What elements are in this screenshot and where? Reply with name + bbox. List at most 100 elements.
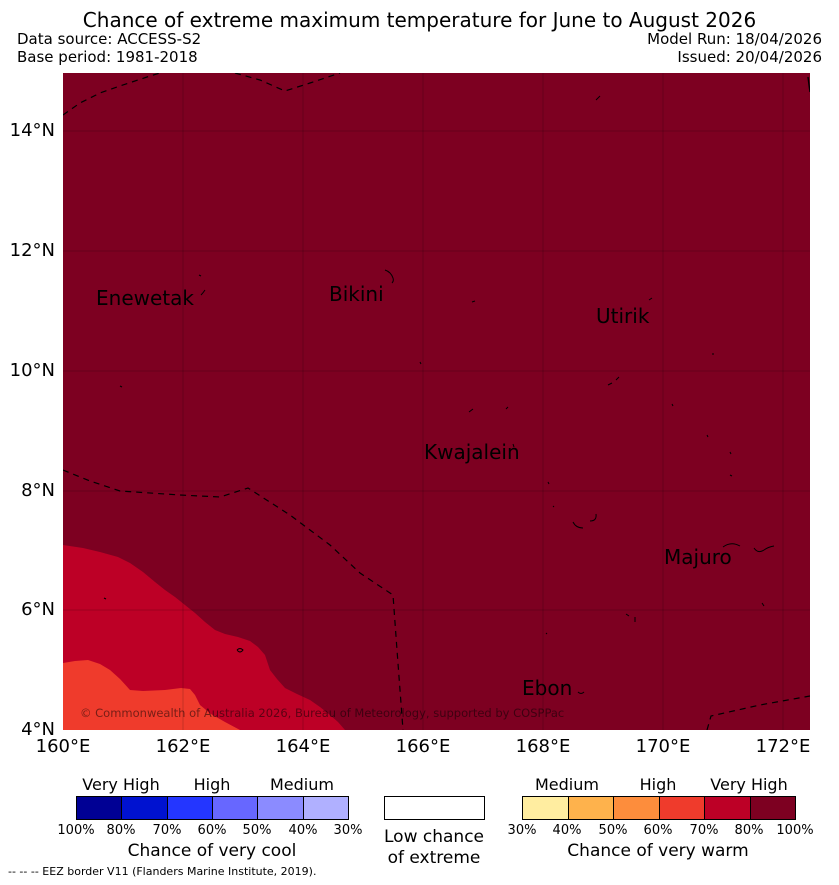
cool-tick-label: 80% [106, 823, 136, 838]
issued-date-label: Issued: 20/04/2026 [677, 48, 822, 66]
copyright-notice: © Commonwealth of Australia 2026, Bureau… [80, 706, 564, 720]
island-outline [572, 513, 597, 529]
eez-border-line [706, 695, 810, 730]
island-outline [512, 443, 515, 448]
cool-category-very-high: Very High [82, 775, 160, 794]
lat-tick-label: 12°N [9, 240, 55, 261]
warm-category-high: High [639, 775, 677, 794]
cool-tick-label: 70% [152, 823, 182, 838]
neutral-swatch [384, 796, 485, 820]
island-outline [471, 300, 476, 303]
cool-tick-label: 100% [57, 823, 95, 838]
warm-tick-label: 40% [552, 823, 582, 838]
island-outline [595, 95, 601, 101]
cool-legend-title: Chance of very cool [127, 841, 297, 861]
warm-swatch-60-70 [658, 797, 704, 819]
place-label-ebon: Ebon [522, 676, 572, 700]
cool-tick-label: 30% [333, 823, 363, 838]
neutral-label-line2: of extreme [387, 848, 481, 868]
warm-swatch-40-50 [567, 797, 613, 819]
cool-tick-label: 60% [197, 823, 227, 838]
warm-category-medium: Medium [535, 775, 599, 794]
place-label-kwajalein: Kwajalein [424, 440, 520, 464]
place-label-utirik: Utirik [596, 304, 650, 328]
lat-tick-label: 4°N [21, 719, 55, 740]
place-labels: Enewetak Bikini Utirik Kwajalein Majuro … [96, 282, 732, 700]
island-outlines [103, 76, 810, 694]
cool-tick-label: 40% [288, 823, 318, 838]
warm-tick-label: 100% [776, 823, 814, 838]
island-outline [671, 403, 674, 407]
warm-legend-title: Chance of very warm [567, 841, 749, 861]
island-outline [119, 385, 123, 388]
warm-tick-label: 80% [734, 823, 764, 838]
warm-swatch-30-40 [523, 797, 568, 819]
cool-swatch-60-50 [211, 797, 258, 819]
island-outline [419, 361, 422, 365]
island-outline [505, 406, 509, 410]
island-outline [648, 297, 653, 301]
map-title: Chance of extreme maximum temperature fo… [82, 8, 757, 32]
lon-tick-label: 172°E [755, 736, 811, 757]
lat-tick-label: 6°N [21, 599, 55, 620]
island-outline [807, 76, 810, 93]
eez-border-line [234, 73, 341, 92]
lon-tick-label: 160°E [35, 736, 91, 757]
warm-tick-label: 60% [643, 823, 673, 838]
zone-warm-60-70 [63, 660, 240, 730]
warm-tick-label: 50% [598, 823, 628, 838]
place-label-bikini: Bikini [329, 282, 384, 306]
eez-border-line [63, 469, 404, 730]
lat-tick-label: 10°N [9, 360, 55, 381]
island-outline [545, 632, 548, 635]
lon-tick-label: 162°E [155, 736, 211, 757]
island-outline [547, 481, 550, 485]
cool-tick-label: 50% [242, 823, 272, 838]
island-outline [468, 408, 474, 413]
graticule [63, 73, 810, 730]
island-outline [198, 274, 202, 277]
island-outline [607, 376, 620, 386]
warm-swatch-80-100 [749, 797, 795, 819]
island-outline [706, 434, 709, 438]
island-outline [236, 648, 244, 653]
island-outline [722, 543, 741, 548]
island-outline [103, 597, 107, 600]
lon-tick-label: 168°E [515, 736, 571, 757]
island-outline [625, 613, 636, 622]
model-run-label: Model Run: 18/04/2026 [647, 30, 822, 48]
base-period-label: Base period: 1981-2018 [17, 48, 198, 66]
cool-swatch-50-40 [257, 797, 303, 819]
cool-swatch-80-70 [121, 797, 167, 819]
cool-category-high: High [193, 775, 231, 794]
island-outline [577, 691, 585, 694]
warm-tick-label: 70% [689, 823, 719, 838]
neutral-label-line1: Low chance [384, 827, 484, 847]
warm-category-very-high: Very High [710, 775, 788, 794]
place-label-majuro: Majuro [664, 545, 732, 569]
island-outline [761, 602, 765, 607]
island-outline [552, 505, 555, 508]
lat-tick-label: 14°N [9, 120, 55, 141]
lon-tick-label: 166°E [395, 736, 451, 757]
island-outline [200, 289, 206, 296]
cool-swatch-40-30 [302, 797, 348, 819]
eez-borders [63, 73, 810, 730]
place-label-enewetak: Enewetak [96, 286, 194, 310]
lat-tick-label: 8°N [21, 480, 55, 501]
warm-colorbar [522, 796, 796, 820]
island-outline [753, 545, 775, 553]
zone-warm-70-80 [63, 545, 345, 730]
island-outline [384, 269, 394, 284]
cool-swatch-100-80 [77, 797, 122, 819]
lon-tick-label: 164°E [275, 736, 331, 757]
warm-swatch-70-80 [704, 797, 750, 819]
eez-border-note: -- -- -- EEZ border V11 (Flanders Marine… [8, 865, 317, 878]
lon-tick-label: 170°E [635, 736, 691, 757]
warm-swatch-50-60 [613, 797, 659, 819]
warm-tick-label: 30% [507, 823, 537, 838]
map-canvas: Enewetak Bikini Utirik Kwajalein Majuro … [63, 73, 810, 730]
cool-swatch-70-60 [166, 797, 212, 819]
cool-category-medium: Medium [270, 775, 334, 794]
